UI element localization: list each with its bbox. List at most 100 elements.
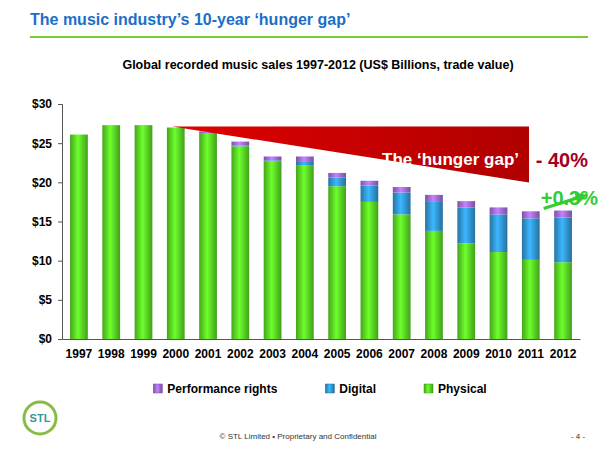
- bar: [70, 134, 88, 135]
- y-tick: $30: [32, 97, 62, 111]
- x-tick: 2005: [324, 339, 351, 361]
- x-tick-label: 2008: [421, 347, 448, 361]
- legend-swatch: [325, 384, 334, 393]
- x-tick: 2000: [162, 339, 189, 361]
- y-tick-mark: [58, 300, 62, 301]
- bar: [102, 125, 120, 339]
- y-tick-label: $20: [32, 176, 52, 190]
- bar: [457, 201, 475, 207]
- bar: [328, 186, 346, 339]
- bar: [231, 142, 249, 146]
- title: The music industry’s 10-year ‘hunger gap…: [30, 11, 350, 28]
- y-tick-label: $5: [39, 293, 53, 307]
- y-tick: $5: [39, 293, 62, 307]
- legend-label: Performance rights: [167, 382, 277, 396]
- x-tick: 2003: [259, 339, 286, 361]
- subtitle: Global recorded music sales 1997-2012 (U…: [122, 58, 513, 72]
- x-tick-label: 1998: [98, 347, 125, 361]
- bar: [361, 202, 379, 339]
- bar: [425, 201, 443, 231]
- y-tick-label: $25: [32, 137, 52, 151]
- x-tick-label: 1999: [130, 347, 157, 361]
- logo-text: STL: [30, 412, 51, 424]
- bar: [264, 156, 282, 160]
- bar: [393, 214, 411, 339]
- x-tick-label: 2001: [195, 347, 222, 361]
- annotation-arrow: [544, 197, 582, 209]
- legend-item: Digital: [325, 382, 376, 396]
- bar: [554, 211, 572, 218]
- bar: [425, 195, 443, 201]
- annotation: The ‘hunger gap’: [382, 150, 519, 169]
- y-tick-label: $15: [32, 215, 52, 229]
- legend-swatch: [424, 384, 433, 393]
- y-tick-mark: [58, 339, 62, 340]
- legend-item: Performance rights: [153, 382, 277, 396]
- bar: [296, 156, 314, 161]
- x-tick-label: 2007: [388, 347, 415, 361]
- bar: [296, 162, 314, 165]
- x-tick-label: 2012: [550, 347, 577, 361]
- x-tick-label: 2009: [453, 347, 480, 361]
- legend: Performance rights Digital Physical: [153, 382, 486, 396]
- y-tick-mark: [58, 104, 62, 105]
- bar: [135, 125, 153, 339]
- x-tick-label: 2011: [518, 347, 544, 361]
- y-tick: $15: [32, 215, 62, 229]
- x-tick: 2009: [453, 339, 480, 361]
- x-tick: 1998: [98, 339, 125, 361]
- y-tick-label: $0: [39, 332, 53, 346]
- series-bars: [70, 125, 572, 339]
- x-tick-label: 1997: [66, 347, 93, 361]
- logo-circle: [24, 402, 56, 434]
- x-tick: 2004: [292, 339, 319, 361]
- x-tick: 2011: [518, 339, 544, 361]
- bar: [554, 218, 572, 263]
- y-axis-line: [58, 105, 63, 340]
- bar: [457, 243, 475, 339]
- x-tick-label: 2010: [485, 347, 512, 361]
- y-tick-label: $10: [32, 254, 52, 268]
- x-tick: 2001: [195, 339, 222, 361]
- bar: [135, 125, 153, 126]
- x-tick-label: 2005: [324, 347, 351, 361]
- x-tick: 1999: [130, 339, 157, 361]
- bar: [70, 135, 88, 339]
- y-axis: $0 $5 $10 $15 $20 $25 $30: [32, 97, 63, 346]
- chart-container: The music industry’s 10-year ‘hunger gap…: [0, 0, 600, 450]
- x-axis: 1997 1998 1999 2000 2001 2002 2003 2004 2005 2006…: [63, 339, 581, 361]
- legend-label: Physical: [438, 382, 487, 396]
- bar: [199, 134, 217, 339]
- bar: [490, 214, 508, 252]
- bar: [361, 181, 379, 186]
- x-tick-label: 2003: [259, 347, 286, 361]
- bar: [490, 252, 508, 339]
- bars: [70, 125, 572, 339]
- page-number: - 4 -: [571, 432, 586, 441]
- x-tick: 2008: [421, 339, 448, 361]
- y-tick-mark: [58, 143, 62, 144]
- y-tick-mark: [58, 261, 62, 262]
- annotation: - 40%: [536, 149, 588, 171]
- y-tick: $25: [32, 137, 62, 151]
- annotation: +0.3%: [541, 187, 598, 209]
- x-tick: 2002: [227, 339, 254, 361]
- x-tick: 2012: [550, 339, 577, 361]
- bar: [102, 125, 120, 126]
- bar: [70, 134, 88, 135]
- bar: [393, 193, 411, 215]
- bar: [393, 187, 411, 192]
- bar: [425, 231, 443, 339]
- bar: [554, 262, 572, 339]
- bar: [490, 207, 508, 214]
- bar: [102, 125, 120, 126]
- bar: [135, 125, 153, 126]
- y-tick: $20: [32, 176, 62, 190]
- y-tick-mark: [58, 182, 62, 183]
- bar: [328, 173, 346, 178]
- bar: [296, 165, 314, 339]
- y-tick-label: $30: [32, 97, 52, 111]
- x-tick-label: 2006: [356, 347, 383, 361]
- bar: [264, 161, 282, 339]
- legend-label: Digital: [339, 382, 376, 396]
